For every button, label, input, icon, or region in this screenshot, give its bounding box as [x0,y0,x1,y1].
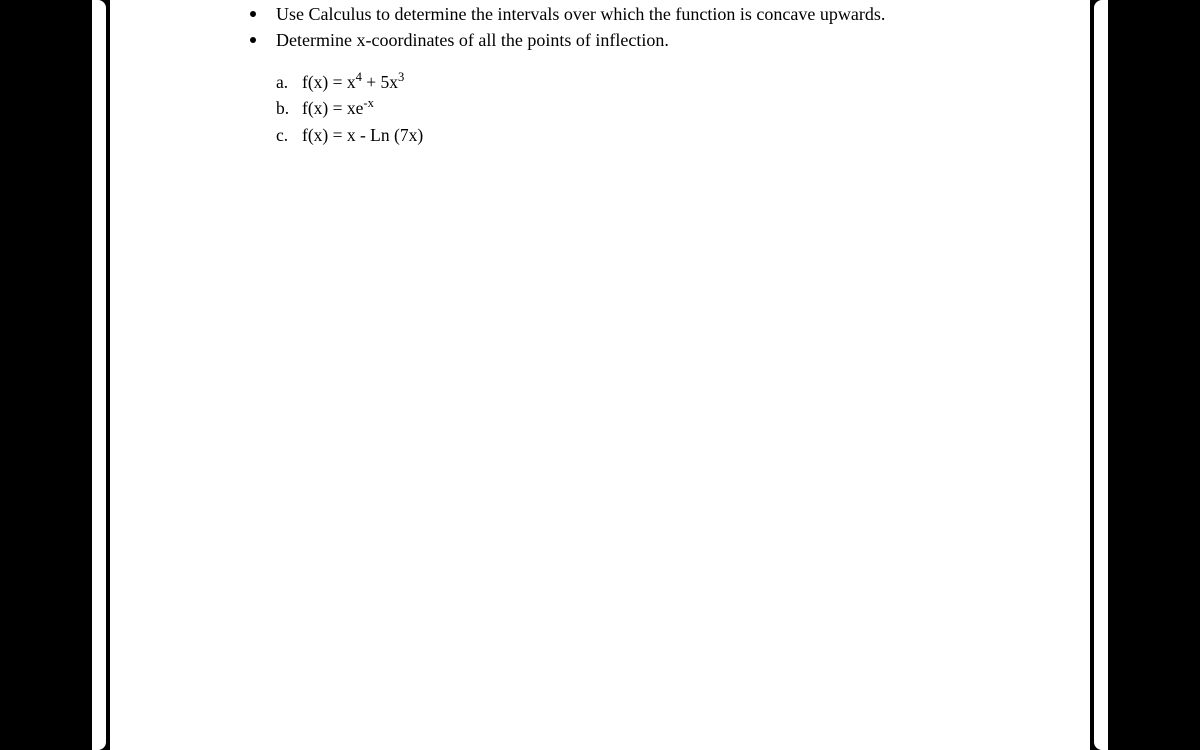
bullet-text: Determine x-coordinates of all the point… [276,28,669,52]
problem-formula: f(x) = x - Ln (7x) [302,124,423,148]
formula-part: f(x) = x [302,72,356,92]
bullet-icon [250,37,256,43]
problem-item: a. f(x) = x4 + 5x3 [276,71,1030,95]
bullet-item: Use Calculus to determine the intervals … [250,2,1030,26]
formula-part: f(x) = x - Ln (7x) [302,125,423,145]
problem-letter: c. [276,124,294,148]
content-area: Use Calculus to determine the intervals … [110,0,1090,147]
bullet-icon [250,11,256,17]
instruction-list: Use Calculus to determine the intervals … [250,2,1030,53]
problem-letter: b. [276,97,294,121]
problem-item: c. f(x) = x - Ln (7x) [276,124,1030,148]
formula-part: + 5x [362,72,398,92]
page-edge-right [1094,0,1108,750]
page: Use Calculus to determine the intervals … [110,0,1090,750]
formula-sup: 3 [398,70,404,84]
problem-formula: f(x) = x4 + 5x3 [302,71,404,95]
page-edge-left [92,0,106,750]
bullet-item: Determine x-coordinates of all the point… [250,28,1030,52]
formula-part: f(x) = xe [302,98,363,118]
problem-item: b. f(x) = xe-x [276,97,1030,121]
problem-list: a. f(x) = x4 + 5x3 b. f(x) = xe-x c. f(x… [276,71,1030,148]
formula-sup: -x [363,96,374,110]
bullet-text: Use Calculus to determine the intervals … [276,2,885,26]
problem-letter: a. [276,71,294,95]
problem-formula: f(x) = xe-x [302,97,374,121]
